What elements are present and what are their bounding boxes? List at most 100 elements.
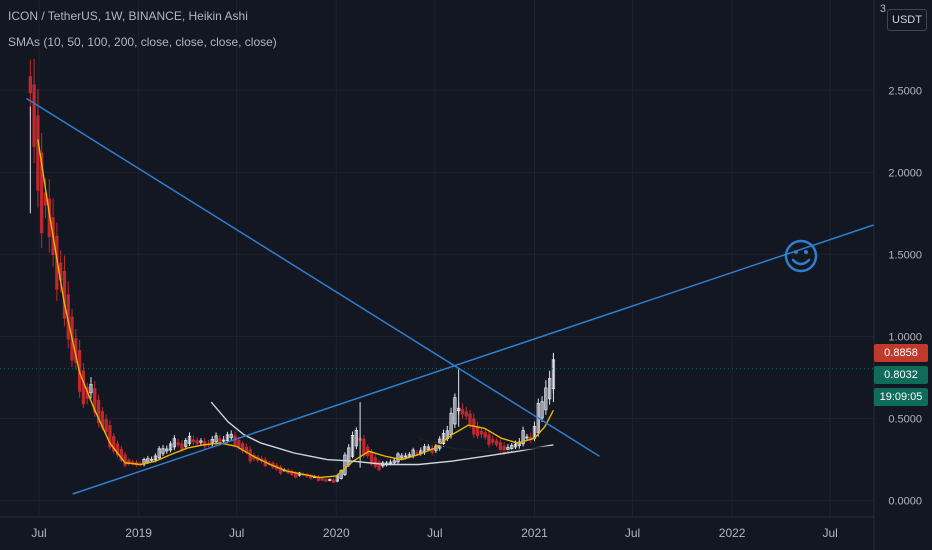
candle-body	[104, 419, 108, 433]
candle-body	[343, 454, 347, 475]
candle-body	[415, 452, 419, 455]
candle-body	[222, 439, 226, 442]
candle-body	[426, 446, 430, 450]
last-price-tag: 0.8858	[874, 344, 928, 362]
candle-body	[203, 441, 207, 447]
x-tick-label: Jul	[625, 526, 640, 540]
candle-body	[377, 461, 381, 471]
candle-body	[453, 397, 457, 425]
y-tick-label: 1.5000	[888, 249, 922, 261]
sma-line	[37, 139, 555, 479]
candle-body	[180, 443, 184, 450]
candle-body	[81, 370, 86, 405]
candle-body	[331, 479, 336, 483]
sma-indicator-legend[interactable]: SMAs (10, 50, 100, 200, close, close, cl…	[8, 35, 277, 49]
candle-body	[544, 387, 548, 411]
candle-body	[96, 400, 101, 424]
candle-body	[157, 448, 161, 459]
candle-body	[149, 458, 154, 461]
candle-body	[548, 378, 552, 400]
candle-body	[525, 436, 529, 439]
candle-body	[400, 455, 404, 459]
candle-body	[540, 401, 544, 419]
candle-body	[521, 430, 525, 445]
sma-line	[418, 437, 554, 452]
candle-body	[403, 455, 408, 458]
y-tick-label: 0.0000	[888, 496, 922, 508]
candle-body	[339, 470, 343, 479]
currency-badge[interactable]: USDT	[887, 9, 927, 31]
candle-body	[510, 444, 514, 449]
candle-body	[362, 438, 366, 456]
y-tick-label: 2.0000	[888, 167, 922, 179]
y-tick-label: 2.5000	[888, 85, 922, 97]
candle-body	[199, 440, 203, 443]
x-tick-label: 2022	[719, 526, 746, 540]
candle-body	[146, 458, 150, 463]
y-tick-label: 3	[880, 3, 886, 15]
candle-body	[168, 443, 173, 451]
candle-body	[475, 426, 480, 437]
grid	[0, 0, 874, 517]
candle-body	[369, 451, 374, 465]
x-tick-label: 2021	[521, 526, 548, 540]
y-tick-label: 0.5000	[888, 414, 922, 426]
sma-line	[210, 401, 554, 466]
candle-body	[324, 479, 328, 482]
candle-body	[388, 461, 393, 465]
candle-body	[187, 435, 192, 444]
candle-body	[108, 425, 112, 448]
candle-body	[407, 454, 412, 457]
candle-body	[36, 115, 40, 191]
trendline-descending[interactable]	[26, 97, 600, 457]
x-tick-label: 2019	[125, 526, 152, 540]
candle-body	[123, 454, 127, 466]
candle-body	[32, 84, 36, 148]
candle-body	[184, 440, 188, 447]
candle-body	[89, 384, 93, 394]
candle-body	[214, 435, 218, 443]
candle-body	[350, 434, 355, 457]
candle-body	[191, 439, 195, 443]
candle-body	[40, 152, 44, 234]
trendlines[interactable]	[0, 97, 875, 495]
candle-body	[112, 435, 116, 452]
candle-body	[225, 434, 230, 441]
candle-body	[320, 478, 324, 481]
candle-body	[237, 439, 241, 448]
candle-body	[373, 457, 377, 467]
x-tick-label: Jul	[822, 526, 837, 540]
candle-body	[506, 447, 510, 450]
candle-body	[165, 448, 169, 452]
candle-body	[115, 443, 120, 456]
candle-body	[464, 411, 468, 417]
candle-body	[483, 432, 487, 438]
smiley-icon	[784, 239, 818, 273]
price-axis[interactable]: 0.0000 0.5000 1.0000 1.5000 2.0000 2.5000 3	[880, 3, 922, 507]
x-tick-label: Jul	[31, 526, 46, 540]
symbol-title[interactable]: ICON / TetherUS, 1W, BINANCE, Heikin Ash…	[8, 9, 248, 23]
candle-body	[176, 442, 180, 446]
time-axis[interactable]: Jul 2019 Jul 2020 Jul 2021 Jul 2022 Jul	[31, 526, 837, 540]
candle-body	[328, 479, 332, 481]
x-tick-label: Jul	[427, 526, 442, 540]
candle-body	[487, 434, 491, 445]
candle-body	[498, 442, 502, 451]
candle-body	[491, 439, 495, 443]
candle-body	[441, 433, 446, 444]
bar-countdown-tag: 19:09:05	[874, 388, 928, 406]
candle-body	[460, 409, 465, 415]
candle-body	[172, 438, 176, 448]
candle-body	[479, 430, 484, 435]
current-price-tag: 0.8032	[874, 366, 928, 384]
candle-body	[93, 388, 97, 413]
candle-body	[278, 466, 283, 474]
candle-body	[392, 460, 396, 464]
trendline-ascending[interactable]	[72, 224, 875, 495]
x-tick-label: 2020	[323, 526, 350, 540]
candle-body	[494, 440, 499, 445]
x-tick-label: Jul	[229, 526, 244, 540]
candle-body	[119, 448, 123, 461]
